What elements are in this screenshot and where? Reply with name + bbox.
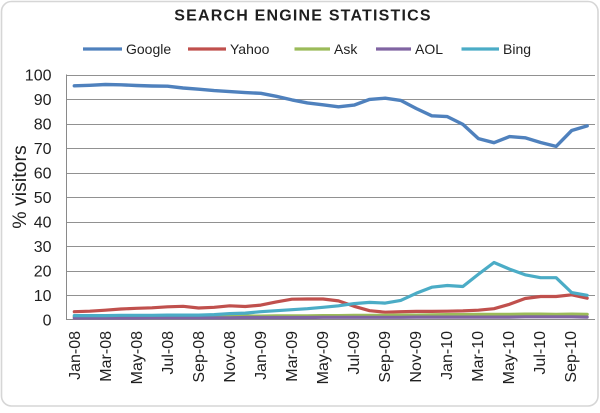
svg-text:Yahoo: Yahoo	[230, 41, 270, 57]
svg-text:Jul-10: Jul-10	[532, 331, 549, 375]
svg-text:May-10: May-10	[501, 331, 518, 384]
svg-text:30: 30	[34, 239, 52, 256]
svg-text:% visitors: % visitors	[9, 145, 31, 229]
svg-text:80: 80	[34, 117, 52, 134]
svg-text:SEARCH ENGINE STATISTICS: SEARCH ENGINE STATISTICS	[174, 8, 432, 25]
svg-text:10: 10	[34, 288, 52, 305]
svg-text:Mar-10: Mar-10	[470, 331, 487, 382]
svg-text:May-09: May-09	[315, 331, 332, 384]
svg-text:Jan-08: Jan-08	[67, 331, 84, 380]
svg-text:Bing: Bing	[503, 41, 531, 57]
svg-text:20: 20	[34, 264, 52, 281]
svg-text:AOL: AOL	[415, 41, 443, 57]
svg-text:Nov-09: Nov-09	[408, 331, 425, 383]
svg-text:Jan-10: Jan-10	[439, 331, 456, 380]
svg-text:Jul-09: Jul-09	[346, 331, 363, 375]
svg-text:Mar-09: Mar-09	[284, 331, 301, 382]
svg-text:90: 90	[34, 92, 52, 109]
svg-text:100: 100	[25, 68, 52, 85]
svg-text:Ask: Ask	[334, 41, 358, 57]
svg-text:60: 60	[34, 166, 52, 183]
svg-text:Sep-10: Sep-10	[563, 331, 580, 383]
svg-text:40: 40	[34, 215, 52, 232]
svg-text:Sep-08: Sep-08	[191, 331, 208, 383]
svg-text:50: 50	[34, 190, 52, 207]
svg-text:Nov-08: Nov-08	[222, 331, 239, 383]
svg-text:70: 70	[34, 141, 52, 158]
svg-text:Jul-08: Jul-08	[160, 331, 177, 375]
svg-text:Jan-09: Jan-09	[253, 331, 270, 380]
svg-text:Google: Google	[126, 41, 171, 57]
svg-text:0: 0	[43, 313, 52, 330]
svg-text:Sep-09: Sep-09	[377, 331, 394, 383]
svg-text:May-08: May-08	[129, 331, 146, 384]
svg-text:Mar-08: Mar-08	[98, 331, 115, 382]
